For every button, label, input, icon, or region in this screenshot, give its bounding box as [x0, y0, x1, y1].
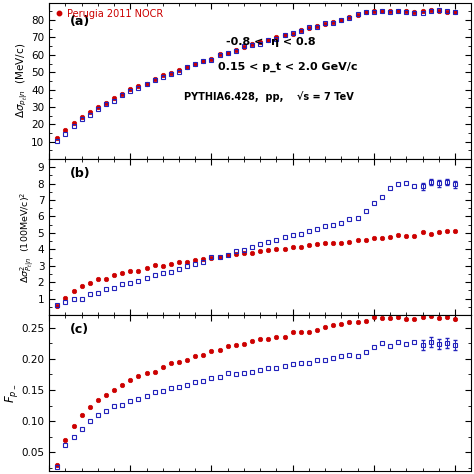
Y-axis label: $\Delta\sigma_{p_t|n}$  (MeV/c): $\Delta\sigma_{p_t|n}$ (MeV/c) — [14, 43, 30, 118]
Y-axis label: $\Delta\sigma^2_{P_t|n}$  (100MeV/c)$^2$: $\Delta\sigma^2_{P_t|n}$ (100MeV/c)$^2$ — [18, 191, 36, 283]
Y-axis label: $F_{p_-}$: $F_{p_-}$ — [3, 383, 20, 403]
Legend: Perugia 2011 NOCR: Perugia 2011 NOCR — [54, 8, 164, 19]
Text: 0.15 < p_t < 2.0 GeV/c: 0.15 < p_t < 2.0 GeV/c — [218, 62, 357, 72]
Text: (c): (c) — [70, 323, 90, 336]
Text: -0.8 <  η < 0.8: -0.8 < η < 0.8 — [227, 37, 316, 47]
Text: (a): (a) — [70, 15, 91, 28]
Text: PYTHIA6.428,  pp,    √s = 7 TeV: PYTHIA6.428, pp, √s = 7 TeV — [184, 91, 354, 101]
Text: (b): (b) — [70, 167, 91, 180]
